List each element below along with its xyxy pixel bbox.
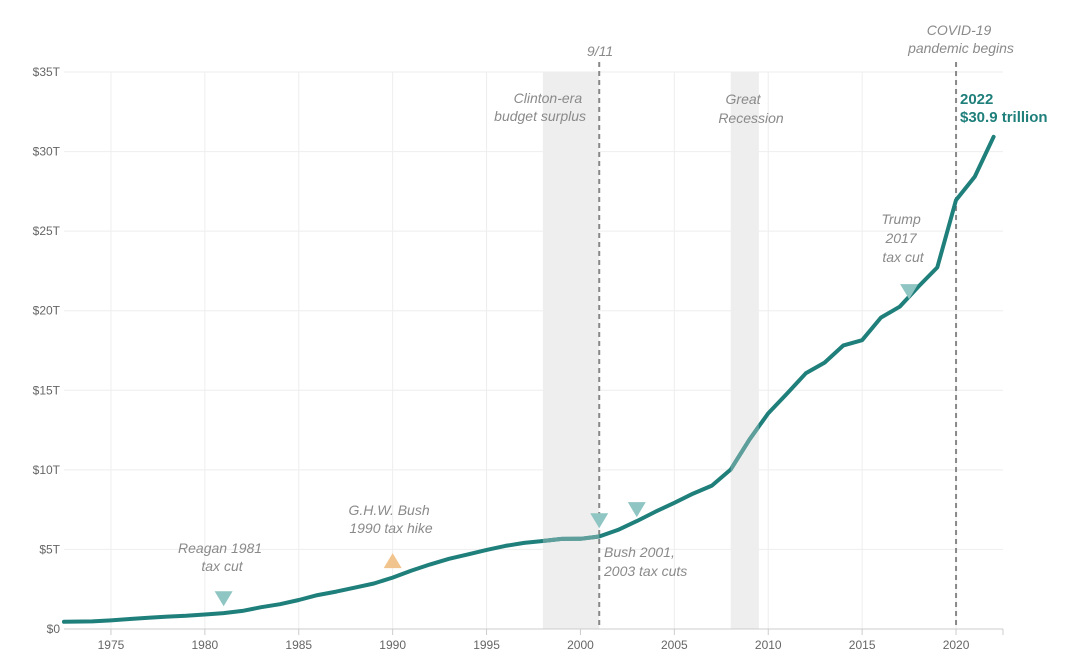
data-point-1997 [523, 541, 526, 544]
y-tick-label: $25T [33, 224, 61, 238]
data-point-1982 [241, 609, 244, 612]
data-point-2020 [955, 199, 958, 202]
data-point-2001 [598, 535, 601, 538]
data-point-1978 [166, 615, 169, 618]
shaded-periods [542, 72, 759, 629]
data-point-2010 [767, 412, 770, 415]
marker-g-h-w-bush-1990-tax-hike [383, 553, 402, 569]
y-tick-label: $20T [33, 304, 61, 318]
data-point-1980 [203, 613, 206, 616]
data-point-1972.5 [63, 620, 66, 623]
x-tick-label: 2005 [661, 638, 688, 652]
data-point-2018 [917, 285, 920, 288]
data-point-2015 [861, 339, 864, 342]
shade-clinton-era-budget-surplus [542, 72, 600, 629]
marker-reagan-1981-tax-cut [214, 591, 233, 607]
marker-bush-2003-tax-cut [627, 502, 646, 518]
data-point-2022 [992, 135, 995, 138]
x-tick-label: 2020 [943, 638, 970, 652]
series-debt [62, 134, 996, 624]
y-tick-label: $5T [39, 542, 60, 556]
annotation-9-11: 9/11 [587, 43, 613, 59]
annotation-bush-2001: Bush 2001, 2003 tax cuts [603, 544, 687, 579]
data-point-1994 [466, 553, 469, 556]
marker-trump-2017-tax-cut [900, 284, 919, 300]
final-value-label: 2022 $30.9 trillion [960, 91, 1048, 126]
annotation-reagan: Reagan 1981 tax cut [178, 540, 266, 574]
y-axis-tick-labels: $0 $5T $10T $15T $20T $25T $30T $35T [33, 65, 61, 636]
x-tick-label: 1985 [285, 638, 312, 652]
data-point-1999 [560, 537, 563, 540]
marker-bush-2001-tax-cut [590, 513, 609, 529]
data-point-2016 [879, 316, 882, 319]
data-point-2011 [786, 392, 789, 395]
data-point-1991 [410, 569, 413, 572]
data-point-2017 [898, 305, 901, 308]
data-point-1989 [372, 582, 375, 585]
data-point-2014 [842, 344, 845, 347]
annotation-covid: COVID-19 pandemic begins [907, 22, 1014, 56]
x-tick-label: 1980 [191, 638, 218, 652]
x-tick-label: 2000 [567, 638, 594, 652]
data-point-1976 [128, 617, 131, 620]
annotation-clinton: Clinton-era budget surplus [494, 90, 586, 124]
data-point-1996 [504, 544, 507, 547]
data-point-2013 [823, 361, 826, 364]
data-point-1986 [316, 594, 319, 597]
data-point-1977 [147, 616, 150, 619]
data-point-1984 [278, 603, 281, 606]
x-tick-label: 1995 [473, 638, 500, 652]
y-tick-label: $10T [33, 463, 61, 477]
data-point-1990 [391, 576, 394, 579]
x-axis: 1975 1980 1985 1990 1995 2000 2005 2010 2015 2020 [64, 628, 1004, 652]
annotations: Reagan 1981 tax cut G.H.W. Bush 1990 tax… [178, 22, 1014, 579]
data-point-2000 [579, 537, 582, 540]
x-tick-label: 2010 [755, 638, 782, 652]
data-point-2002 [617, 528, 620, 531]
data-point-1974 [91, 620, 94, 623]
data-point-1993 [447, 557, 450, 560]
data-point-1987 [335, 590, 338, 593]
data-point-1975 [109, 619, 112, 622]
y-tick-label: $30T [33, 145, 61, 159]
annotation-bush-1990: G.H.W. Bush 1990 tax hike [348, 502, 433, 536]
annotation-great-recession: Great Recession [718, 91, 784, 126]
shade-great-recession [730, 72, 759, 629]
annotation-trump: Trump 2017 tax cut [881, 211, 924, 265]
data-point-2012 [804, 372, 807, 375]
data-point-1988 [354, 586, 357, 589]
data-point-2008 [729, 468, 732, 471]
data-point-1992 [429, 563, 432, 566]
data-point-2007 [710, 484, 713, 487]
data-point-2019 [936, 266, 939, 269]
x-tick-label: 1975 [98, 638, 125, 652]
data-point-1985 [297, 599, 300, 602]
x-tick-label: 2015 [849, 638, 876, 652]
y-tick-label: $15T [33, 383, 61, 397]
y-tick-label: $0 [47, 622, 61, 636]
data-point-2005 [673, 501, 676, 504]
tax-event-markers [214, 284, 919, 607]
data-point-2006 [692, 492, 695, 495]
data-point-2004 [654, 510, 657, 513]
data-point-2021 [973, 175, 976, 178]
data-point-1998 [541, 539, 544, 542]
data-point-1981 [222, 612, 225, 615]
y-tick-label: $35T [33, 65, 61, 79]
data-point-1995 [485, 548, 488, 551]
data-point-1979 [185, 614, 188, 617]
data-point-1983 [260, 606, 263, 609]
data-point-2009 [748, 438, 751, 441]
data-point-2003 [635, 520, 638, 523]
gridlines [64, 71, 1003, 629]
x-tick-label: 1990 [379, 638, 406, 652]
debt-series-line [62, 134, 996, 624]
